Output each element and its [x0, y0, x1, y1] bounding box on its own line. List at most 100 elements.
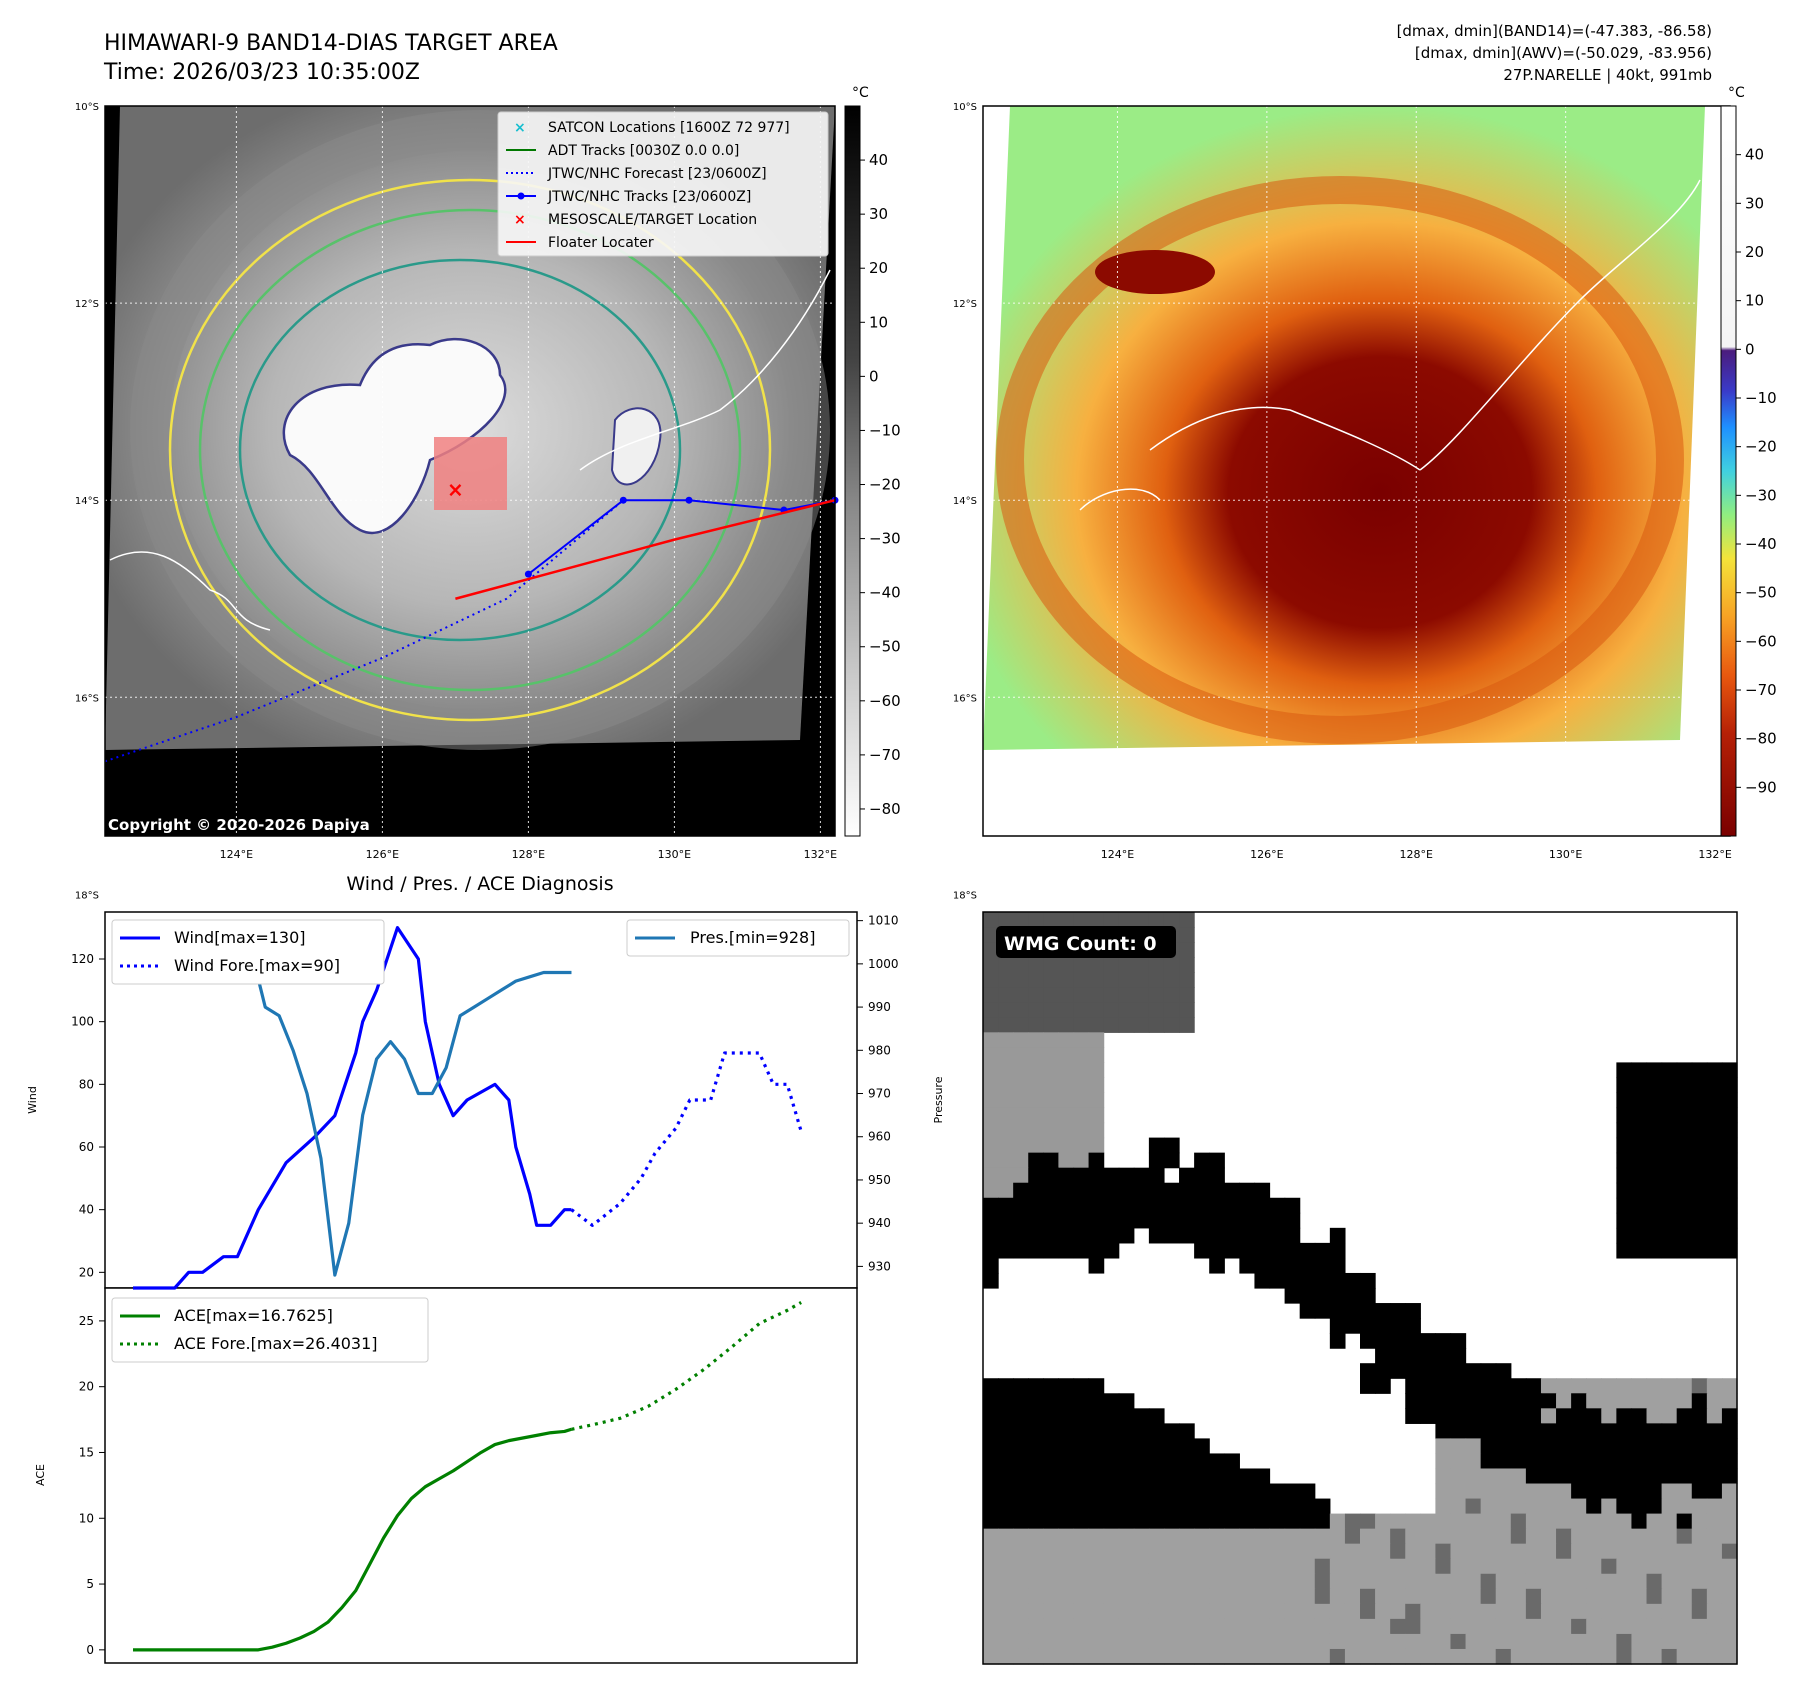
wmg-cell — [1601, 1483, 1617, 1500]
wmg-cell — [1073, 912, 1090, 928]
wmg-cell — [1118, 1197, 1135, 1214]
awv-cbar-tick-label: 10 — [1745, 292, 1764, 310]
wmg-cell — [1586, 1498, 1602, 1515]
wmg-cell — [1088, 1483, 1105, 1500]
wmg-cell — [1571, 1468, 1587, 1485]
wmg-cell — [1375, 1363, 1391, 1379]
wmg-cell — [1601, 1633, 1617, 1650]
wmg-cell — [1163, 1227, 1180, 1244]
wmg-cell — [1344, 1318, 1361, 1334]
wmg-cell — [1013, 1122, 1029, 1139]
wmg-cell — [1254, 1272, 1271, 1289]
wmg-cell — [1360, 1603, 1376, 1620]
wmg-cell — [1375, 1543, 1391, 1560]
ir-tracks: × — [104, 477, 839, 763]
wmg-cell — [1465, 1483, 1482, 1500]
wmg-cell — [1028, 912, 1044, 928]
wmg-cell — [1148, 957, 1165, 973]
wmg-cell — [1073, 1543, 1090, 1560]
wmg-cell — [1088, 1092, 1105, 1109]
wmg-cell — [1043, 1558, 1059, 1575]
awv-lat-label: 12°S — [953, 299, 977, 310]
awv-lat-label: 10°S — [953, 102, 977, 113]
wmg-cell — [1405, 1333, 1421, 1349]
wmg-cell — [1360, 1363, 1376, 1379]
wmg-cell — [1691, 1092, 1708, 1109]
wmg-cell — [1103, 1483, 1120, 1500]
wmg-cell — [1525, 1603, 1542, 1620]
ir-cbar-tick-label: 40 — [869, 151, 888, 169]
wmg-cell — [1510, 1483, 1527, 1500]
wmg-cell — [1450, 1378, 1467, 1394]
wmg-cell — [1661, 1483, 1678, 1500]
wmg-cell — [1721, 1152, 1738, 1169]
wmg-cell — [1269, 1588, 1286, 1605]
wmg-cell — [1706, 1107, 1723, 1124]
wmg-cell — [1239, 1648, 1256, 1665]
wmg-cell — [1028, 1137, 1044, 1154]
wmg-cell — [1510, 1588, 1527, 1605]
wmg-cell — [1510, 1468, 1527, 1485]
ir-cbar-tick-label: 30 — [869, 205, 888, 223]
ir-lat-label: 18°S — [75, 890, 99, 901]
wmg-cell — [1163, 1603, 1180, 1620]
wmg-cell — [1601, 1543, 1617, 1560]
wmg-cell — [1706, 1167, 1723, 1184]
wmg-cell — [1043, 1032, 1059, 1048]
wmg-cell — [1329, 1272, 1346, 1289]
wmg-cell — [1118, 912, 1135, 928]
wmg-cell — [1465, 1468, 1482, 1485]
wmg-cell — [1088, 1588, 1105, 1605]
wmg-cell — [1118, 1212, 1135, 1229]
wmg-cell — [1133, 1453, 1150, 1470]
wmg-cell — [1103, 1633, 1120, 1650]
wmg-cell — [1495, 1543, 1512, 1560]
wmg-cell — [1344, 1573, 1361, 1590]
wmg-cell — [1194, 1603, 1210, 1620]
wmg-cell — [998, 1648, 1014, 1665]
wmg-cell — [1028, 1017, 1044, 1033]
wmg-cell — [1465, 1438, 1482, 1455]
wmg-cell — [998, 1588, 1014, 1605]
wmg-cell — [1013, 1077, 1029, 1094]
wmg-cell — [1616, 1438, 1633, 1455]
wmg-cell — [1601, 1648, 1617, 1665]
wmg-cell — [1073, 1588, 1090, 1605]
wmg-cell — [1073, 1483, 1090, 1500]
wmg-cell — [1103, 1603, 1120, 1620]
wmg-cell — [1556, 1498, 1572, 1515]
wmg-cell — [1043, 1423, 1059, 1439]
wmg-cell — [1525, 1468, 1542, 1485]
wmg-cell — [1495, 1378, 1512, 1394]
ir-panel: × 10°S 12°S 14°S 16°S 18°S 124°E 126°E 128°E 130… — [75, 85, 901, 901]
wmg-cell — [1661, 1453, 1678, 1470]
wmg-cell — [1676, 1618, 1693, 1635]
wmg-cell — [1571, 1393, 1587, 1409]
wmg-cell — [1495, 1648, 1512, 1665]
wmg-cell — [1224, 1648, 1240, 1665]
pressure-tick-label: 990 — [868, 1000, 891, 1014]
wmg-cell — [1721, 1408, 1738, 1424]
wmg-cell — [1133, 1438, 1150, 1455]
wmg-cell — [1148, 1513, 1165, 1530]
wmg-cell — [1314, 1573, 1331, 1590]
wmg-cell — [1254, 1588, 1271, 1605]
wmg-cell — [1586, 1453, 1602, 1470]
wmg-cell — [1435, 1528, 1452, 1545]
wmg-cell — [1631, 1242, 1648, 1259]
wmg-cell — [1058, 1408, 1075, 1424]
wmg-cell — [1571, 1408, 1587, 1424]
floater-line — [455, 498, 836, 600]
wmg-cell — [1706, 1603, 1723, 1620]
wmg-cell — [1435, 1558, 1452, 1575]
wmg-cell — [1028, 1528, 1044, 1545]
wmg-cell — [1254, 1498, 1271, 1515]
wmg-cell — [1676, 1122, 1693, 1139]
wmg-cell — [1495, 1633, 1512, 1650]
wmg-cell — [1254, 1573, 1271, 1590]
awv-lon-label: 128°E — [1400, 848, 1433, 861]
wmg-cell — [1028, 1167, 1044, 1184]
wmg-cell — [1676, 1182, 1693, 1199]
wmg-cell — [1239, 1588, 1256, 1605]
wmg-cell — [1390, 1633, 1406, 1650]
